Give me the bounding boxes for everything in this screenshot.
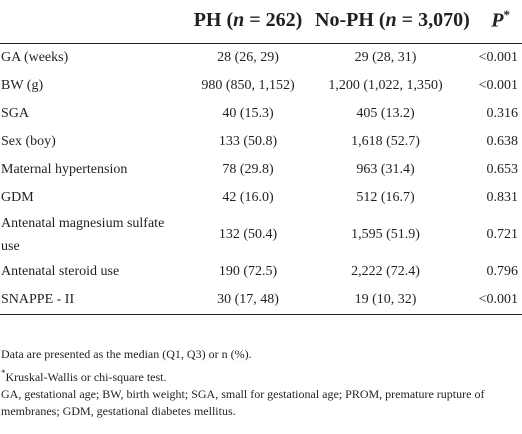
- ph-value: 132 (50.4): [218, 227, 278, 242]
- table-row: BW (g) 980 (850, 1,152) 1,200 (1,022, 1,…: [0, 72, 522, 100]
- noph-value: 405 (13.2): [356, 106, 415, 121]
- ph-value: 28 (26, 29): [217, 50, 279, 65]
- ph-value: 40 (15.3): [222, 106, 274, 121]
- row-label: Maternal hypertension: [1, 162, 128, 177]
- table-footnotes: Data are presented as the median (Q1, Q3…: [1, 346, 521, 420]
- table-row: SGA 40 (15.3) 405 (13.2) 0.316: [0, 100, 522, 128]
- row-label: BW (g): [1, 78, 44, 93]
- row-label: Sex (boy): [1, 134, 56, 149]
- row-label: Antenatal magnesium sulfate use: [1, 216, 165, 254]
- header-noph-n-value: = 3,070): [396, 8, 470, 31]
- table-row: GDM 42 (16.0) 512 (16.7) 0.831: [0, 184, 522, 212]
- p-value: 0.653: [486, 162, 519, 177]
- table-header-row: PH (n = 262) No-PH (n = 3,070) P*: [0, 0, 522, 44]
- table-row: Antenatal magnesium sulfate use 132 (50.…: [0, 212, 522, 258]
- footnote-test-mark: *: [1, 368, 6, 378]
- noph-value: 2,222 (72.4): [351, 264, 420, 279]
- table-row: Maternal hypertension 78 (29.8) 963 (31.…: [0, 156, 522, 184]
- row-label: SGA: [1, 106, 30, 121]
- ph-value: 30 (17, 48): [181, 286, 315, 315]
- p-value: 0.796: [486, 264, 519, 279]
- p-value: <0.001: [456, 286, 522, 315]
- noph-value: 1,618 (52.7): [351, 134, 420, 149]
- p-value: <0.001: [478, 50, 518, 65]
- header-ph-label: PH (: [193, 8, 234, 31]
- footnote-test: *Kruskal-Wallis or chi-square test.: [1, 365, 521, 386]
- noph-value: 963 (31.4): [356, 162, 415, 177]
- comparison-table: PH (n = 262) No-PH (n = 3,070) P* GA (we…: [0, 0, 522, 315]
- noph-value: 1,595 (51.9): [351, 227, 420, 242]
- ph-value: 78 (29.8): [222, 162, 274, 177]
- header-ph-n: n: [233, 8, 245, 31]
- header-noph-label: No-PH (: [315, 8, 386, 31]
- ph-value: 190 (72.5): [218, 264, 278, 279]
- table-row: GA (weeks) 28 (26, 29) 29 (28, 31) <0.00…: [0, 44, 522, 73]
- p-value: 0.316: [486, 106, 519, 121]
- ph-value: 980 (850, 1,152): [201, 78, 295, 93]
- row-label: GA (weeks): [1, 50, 69, 65]
- p-value: 0.721: [486, 227, 519, 242]
- noph-value: 19 (10, 32): [315, 286, 456, 315]
- footnote-abbreviations: GA, gestational age; BW, birth weight; S…: [1, 387, 485, 418]
- header-p-label: P: [491, 9, 504, 32]
- table-row: Antenatal steroid use 190 (72.5) 2,222 (…: [0, 258, 522, 286]
- data-table-container: PH (n = 262) No-PH (n = 3,070) P* GA (we…: [0, 0, 522, 315]
- noph-value: 1,200 (1,022, 1,350): [328, 78, 443, 93]
- noph-value: 512 (16.7): [356, 190, 415, 205]
- row-label: SNAPPE - II: [0, 286, 181, 315]
- header-p-value: P*: [456, 0, 522, 44]
- header-ph-n-value: = 262): [244, 8, 303, 31]
- footnote-test-text: Kruskal-Wallis or chi-square test.: [5, 370, 167, 384]
- ph-value: 133 (50.8): [218, 134, 278, 149]
- header-ph: PH (n = 262): [181, 0, 315, 44]
- header-p-footnote-mark: *: [503, 7, 511, 23]
- table-row: Sex (boy) 133 (50.8) 1,618 (52.7) 0.638: [0, 128, 522, 156]
- row-label: Antenatal steroid use: [1, 264, 120, 279]
- p-value: 0.638: [486, 134, 519, 149]
- noph-value: 29 (28, 31): [354, 50, 417, 65]
- footnote-data-presentation: Data are presented as the median (Q1, Q3…: [1, 347, 252, 361]
- header-noph: No-PH (n = 3,070): [315, 0, 470, 44]
- table-row: SNAPPE - II 30 (17, 48) 19 (10, 32) <0.0…: [0, 286, 522, 315]
- header-noph-n: n: [385, 8, 397, 31]
- row-label: GDM: [1, 190, 34, 205]
- p-value: 0.831: [486, 190, 519, 205]
- p-value: <0.001: [478, 78, 518, 93]
- ph-value: 42 (16.0): [222, 190, 274, 205]
- header-empty-cell: [0, 0, 181, 44]
